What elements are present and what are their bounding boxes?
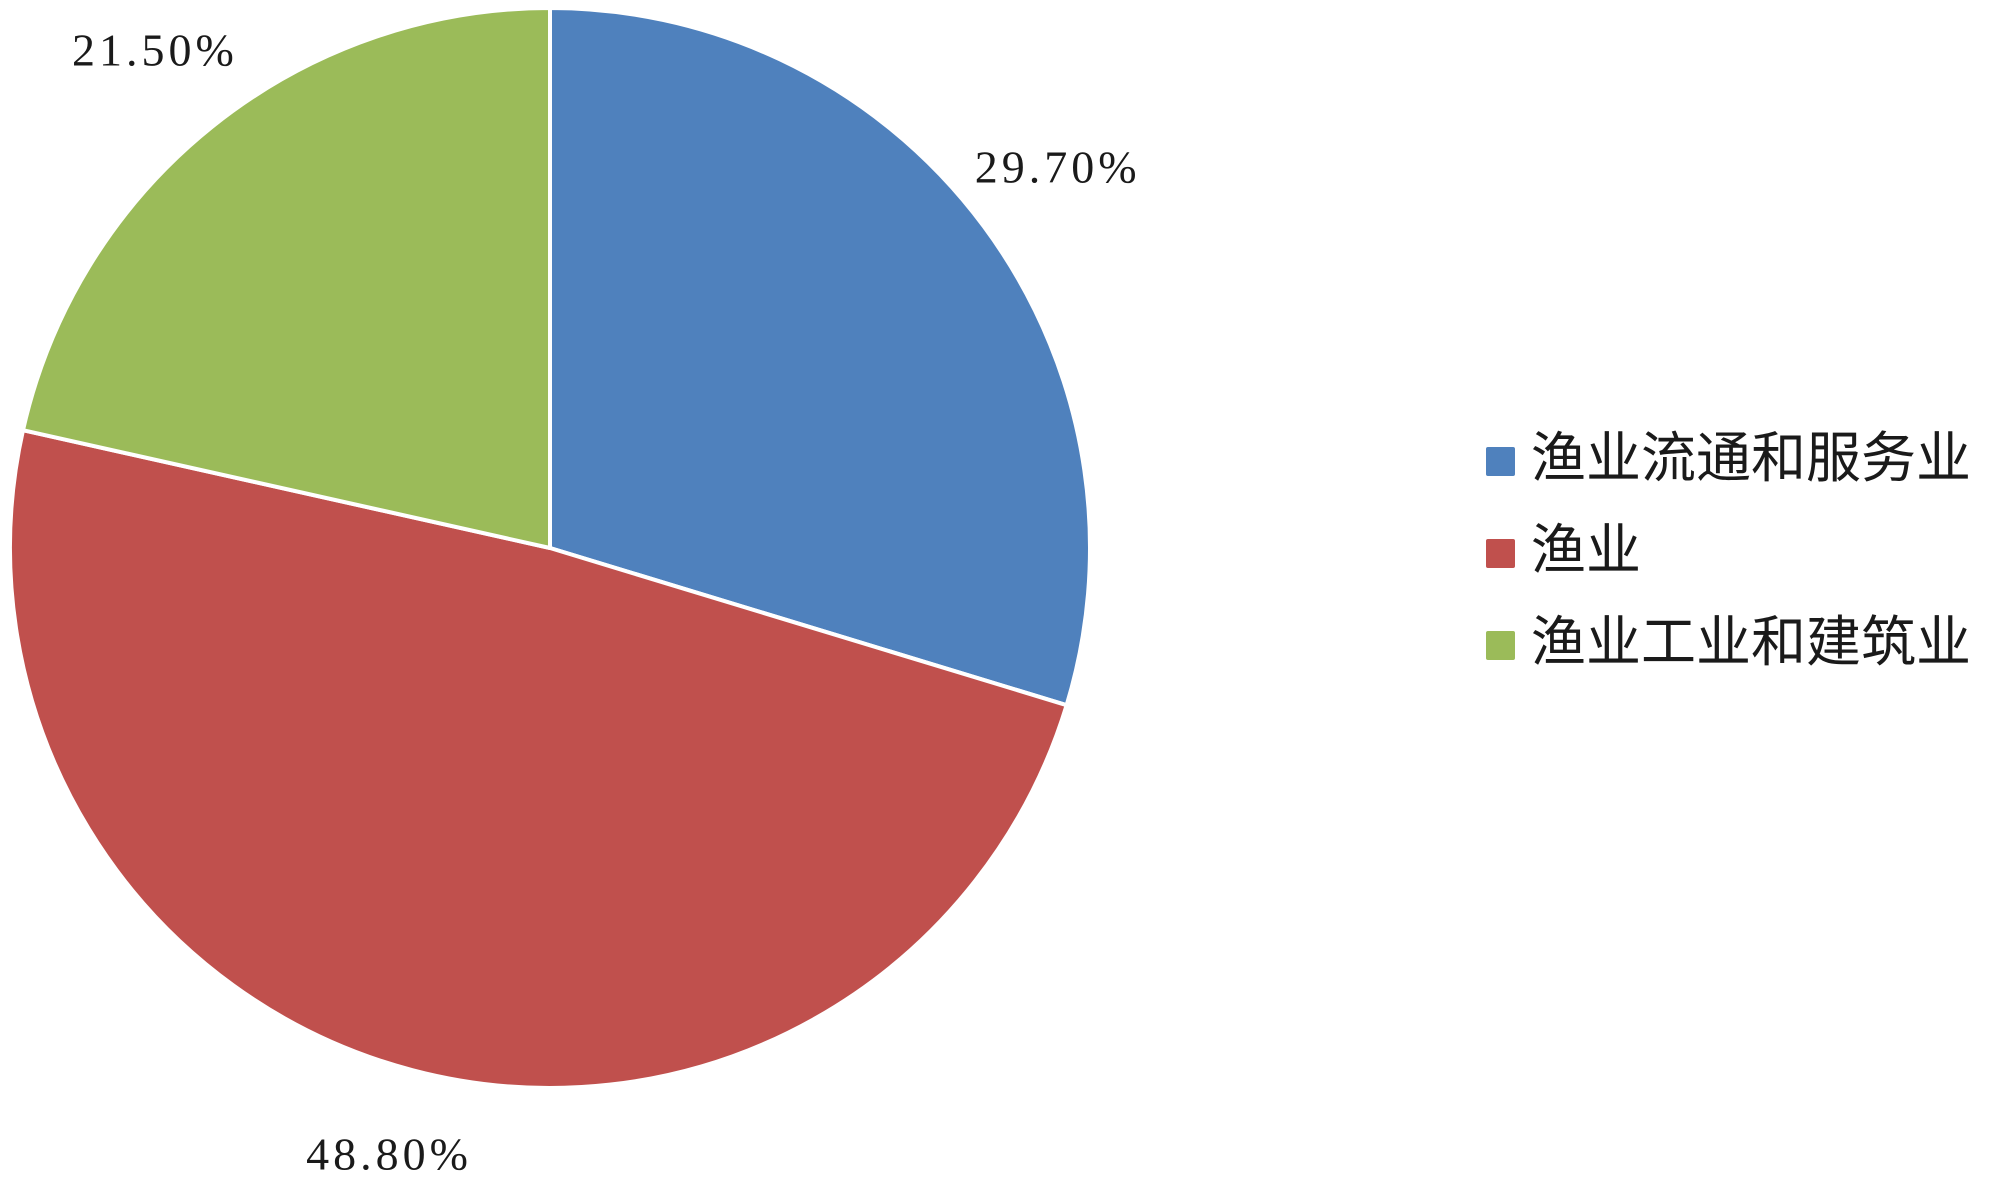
legend-swatch (1486, 447, 1515, 476)
pie-slice (548, 6, 1092, 708)
legend-label: 渔业流通和服务业 (1531, 426, 1971, 490)
value-label: 21.50% (72, 24, 238, 75)
legend-label: 渔业 (1531, 518, 1641, 582)
value-label: 29.70% (975, 141, 1141, 192)
legend-swatch (1486, 539, 1515, 568)
pie-slice (21, 6, 552, 550)
pie-slice (8, 428, 1069, 1090)
legend-label: 渔业工业和建筑业 (1531, 610, 1971, 674)
legend-swatch (1486, 631, 1515, 660)
value-label: 48.80% (306, 1129, 472, 1180)
